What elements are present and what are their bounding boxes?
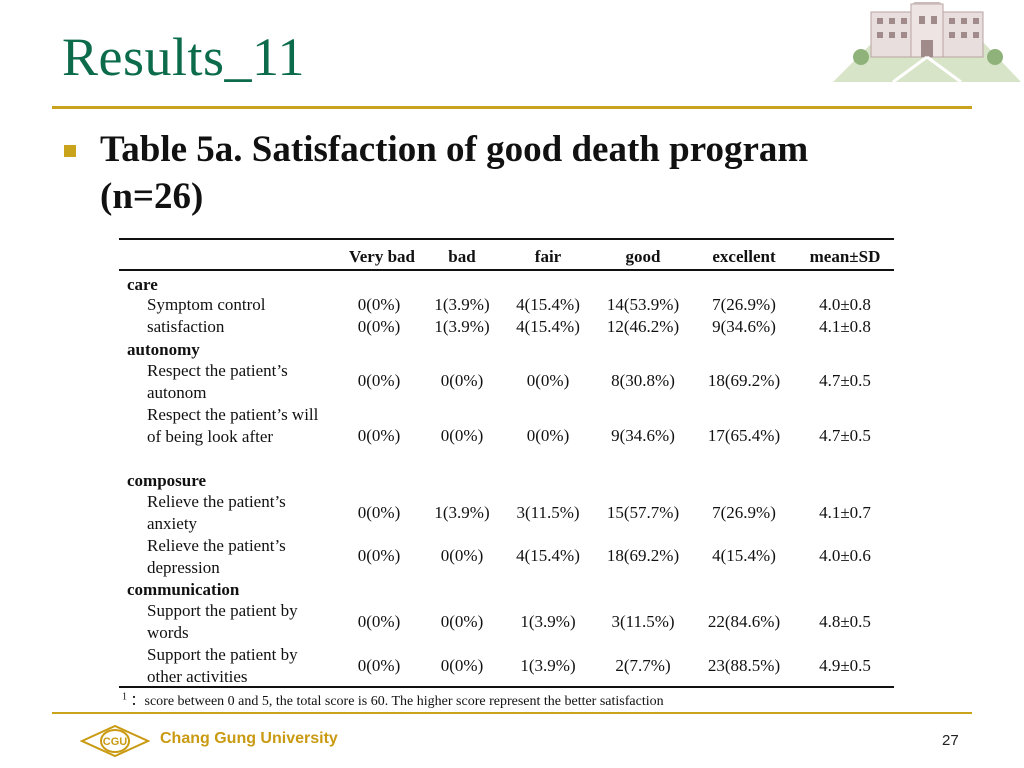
table-cell: 9(34.6%) <box>611 426 675 445</box>
table-cell: 0(0%) <box>440 656 484 675</box>
table-cell: 0(0%) <box>357 546 401 565</box>
table-cell: 0(0%) <box>357 295 401 314</box>
table-cell: 1(3.9%) <box>434 317 490 336</box>
footnote-text: ：score between 0 and 5, the total score … <box>130 694 664 709</box>
col-header: excellent <box>712 247 776 266</box>
table-cell: 4.0±0.6 <box>819 546 871 565</box>
table-cell: 18(69.2%) <box>707 371 781 390</box>
table-cell: 4(15.4%) <box>712 546 776 565</box>
table-top-rule <box>119 238 894 240</box>
table-heading: Table 5a. Satisfaction of good death pro… <box>100 129 809 217</box>
col-header: good <box>625 247 661 266</box>
row-label: Relieve the patient’s depression <box>147 536 286 577</box>
table-cell: 23(88.5%) <box>707 656 781 675</box>
table-cell: 4.7±0.5 <box>819 426 871 445</box>
table-cell: 2(7.7%) <box>615 656 671 675</box>
bullet-square-icon <box>64 145 76 157</box>
title-underline <box>52 106 972 109</box>
group-label: care <box>127 275 158 294</box>
campus-building-image <box>833 2 1021 82</box>
table-cell: 4.9±0.5 <box>819 656 871 675</box>
table-footnote: 1 ：score between 0 and 5, the total scor… <box>122 690 664 710</box>
col-header: Very bad <box>349 247 415 266</box>
row-label: Support the patient by words <box>147 601 298 642</box>
group-label: communication <box>127 580 240 599</box>
table-cell: 0(0%) <box>440 371 484 390</box>
row-label: Support the patient by other activities <box>147 645 298 686</box>
table-cell: 17(65.4%) <box>707 426 781 445</box>
table-cell: 4.1±0.8 <box>819 317 871 336</box>
table-cell: 0(0%) <box>526 426 570 445</box>
col-header: mean±SD <box>809 247 881 266</box>
table-cell: 22(84.6%) <box>707 612 781 631</box>
row-label: Relieve the patient’s anxiety <box>147 492 286 533</box>
table-cell: 0(0%) <box>526 371 570 390</box>
table-cell: 9(34.6%) <box>712 317 776 336</box>
group-label: autonomy <box>127 340 200 359</box>
table-cell: 7(26.9%) <box>712 295 776 314</box>
table-cell: 1(3.9%) <box>520 612 576 631</box>
table-cell: 4(15.4%) <box>516 546 580 565</box>
table-cell: 4.8±0.5 <box>819 612 871 631</box>
table-header-rule <box>119 269 894 271</box>
table-cell: 3(11.5%) <box>516 503 580 522</box>
table-cell: 14(53.9%) <box>606 295 680 314</box>
table-cell: 8(30.8%) <box>611 371 675 390</box>
table-cell: 1(3.9%) <box>520 656 576 675</box>
table-cell: 4.1±0.7 <box>819 503 871 522</box>
table-cell: 0(0%) <box>440 426 484 445</box>
table-cell: 7(26.9%) <box>712 503 776 522</box>
table-cell: 0(0%) <box>357 371 401 390</box>
table-cell: 0(0%) <box>357 426 401 445</box>
table-cell: 0(0%) <box>357 503 401 522</box>
page-number: 27 <box>942 732 959 749</box>
table-cell: 18(69.2%) <box>606 546 680 565</box>
group-label: composure <box>127 471 207 490</box>
table-cell: 1(3.9%) <box>434 295 490 314</box>
university-logo-icon: CGU <box>80 724 150 758</box>
table-cell: 4.0±0.8 <box>819 295 871 314</box>
table-cell: 0(0%) <box>357 317 401 336</box>
table-cell: 15(57.7%) <box>606 503 680 522</box>
table-cell: 0(0%) <box>440 546 484 565</box>
svg-text:CGU: CGU <box>103 736 128 748</box>
slide-title: Results_11 <box>62 27 306 87</box>
table-cell: 4(15.4%) <box>516 317 580 336</box>
table-cell: 1(3.9%) <box>434 503 490 522</box>
table-bottom-rule <box>119 686 894 688</box>
table-cell: 12(46.2%) <box>606 317 680 336</box>
col-header: fair <box>534 247 562 266</box>
table-cell: 4(15.4%) <box>516 295 580 314</box>
table-cell: 0(0%) <box>440 612 484 631</box>
table-cell: 0(0%) <box>357 656 401 675</box>
col-header: bad <box>448 247 476 266</box>
row-label: Symptom control <box>147 295 266 314</box>
university-name: Chang Gung University <box>160 730 338 747</box>
row-label: satisfaction <box>147 317 225 336</box>
table-cell: 3(11.5%) <box>611 612 675 631</box>
row-label: Respect the patient’s will of being look… <box>147 405 319 446</box>
table-cell: 4.7±0.5 <box>819 371 871 390</box>
footer-rule <box>52 712 972 714</box>
row-label: Respect the patient’s autonom <box>147 361 288 402</box>
table-cell: 0(0%) <box>357 612 401 631</box>
footnote-mark: 1 <box>122 691 127 703</box>
